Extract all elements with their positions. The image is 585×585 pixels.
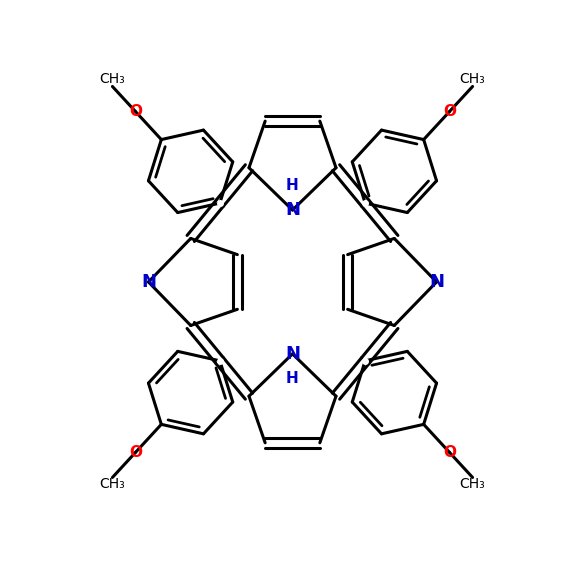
Text: O: O: [443, 445, 456, 460]
Text: O: O: [129, 104, 142, 119]
Text: N: N: [141, 273, 156, 291]
Text: O: O: [129, 445, 142, 460]
Text: CH₃: CH₃: [99, 73, 125, 87]
Text: CH₃: CH₃: [460, 73, 486, 87]
Text: O: O: [443, 104, 456, 119]
Text: N: N: [429, 273, 444, 291]
Text: H: H: [286, 178, 299, 192]
Text: H: H: [286, 371, 299, 386]
Text: N: N: [285, 345, 300, 363]
Text: N: N: [285, 201, 300, 219]
Text: CH₃: CH₃: [99, 477, 125, 491]
Text: CH₃: CH₃: [460, 477, 486, 491]
